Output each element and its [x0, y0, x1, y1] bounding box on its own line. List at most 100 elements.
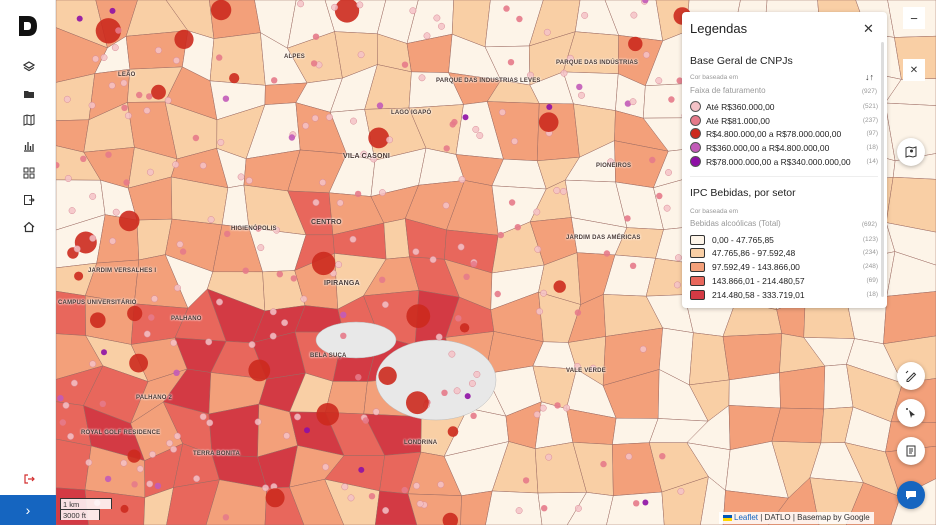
cnpj-point: [129, 353, 148, 373]
cnpj-point: [120, 459, 128, 467]
close-icon[interactable]: ✕: [863, 21, 874, 36]
cnpj-point: [412, 248, 420, 256]
legend-row[interactable]: 214.480,58 - 333.719,01 (18): [690, 288, 878, 301]
cnpj-point: [336, 199, 344, 207]
legend-row[interactable]: R$360.000,00 a R$4.800.000,00 (18): [690, 141, 878, 154]
cnpj-point: [248, 341, 256, 349]
map-icon[interactable]: [22, 113, 36, 127]
cnpj-point: [124, 112, 132, 120]
cnpj-point: [675, 254, 682, 262]
leaflet-link[interactable]: Leaflet: [734, 513, 759, 522]
grid-icon[interactable]: [22, 166, 36, 180]
legend-row[interactable]: R$78.000.000,00 a R$340.000.000,00 (14): [690, 155, 878, 168]
legend-row[interactable]: 0,00 - 47.765,85 (123): [690, 233, 878, 246]
cnpj-point: [154, 482, 162, 490]
cnpj-point: [108, 82, 116, 90]
legend-swatch: [690, 275, 705, 286]
legend-row[interactable]: 97.592,49 - 143.866,00 (248): [690, 260, 878, 273]
scale-ft: 3000 ft: [60, 509, 100, 520]
cnpj-point: [642, 0, 649, 4]
cnpj-point: [312, 199, 320, 206]
cnpj-point: [334, 0, 360, 23]
cnpj-point: [216, 54, 223, 61]
cnpj-point: [111, 44, 119, 52]
cnpj-point: [360, 150, 368, 158]
cnpj-point: [312, 33, 320, 40]
cnpj-point: [89, 234, 97, 242]
neighborhood-label: LEÃO: [118, 72, 136, 78]
export-icon[interactable]: [22, 193, 36, 207]
cnpj-point: [476, 132, 484, 139]
neighborhood-label: CENTRO: [311, 219, 342, 226]
cnpj-point: [573, 362, 581, 370]
cnpj-point: [378, 366, 397, 385]
cnpj-point: [257, 244, 265, 252]
chat-icon[interactable]: [897, 481, 925, 509]
cnpj-point: [468, 380, 476, 387]
folder-icon[interactable]: [22, 87, 36, 101]
cnpj-point: [656, 192, 663, 200]
draw-icon[interactable]: [897, 362, 925, 390]
cnpj-point: [382, 507, 390, 514]
cnpj-point: [143, 330, 151, 338]
cnpj-point: [206, 419, 214, 427]
cnpj-point: [433, 14, 441, 22]
cnpj-point: [554, 402, 561, 409]
legend-row[interactable]: Até R$360.000,00 (521): [690, 100, 878, 113]
cnpj-point: [216, 298, 223, 306]
cnpj-color-basis-label: Cor baseada em: [690, 74, 739, 81]
cnpj-point: [229, 73, 240, 84]
legend-row[interactable]: R$4.800.000,00 a R$78.000.000,00 (97): [690, 127, 878, 140]
map-pin-icon[interactable]: [897, 138, 925, 166]
logout-icon[interactable]: [22, 472, 36, 486]
cnpj-point: [370, 155, 378, 163]
cnpj-point: [95, 18, 122, 44]
cnpj-point: [546, 104, 553, 110]
cnpj-point: [438, 22, 445, 30]
cnpj-point: [624, 100, 632, 107]
cnpj-point: [70, 379, 78, 387]
cnpj-point: [316, 403, 340, 426]
expand-sidebar-button[interactable]: ›: [0, 495, 56, 525]
cnpj-point: [527, 71, 534, 79]
app-logo-icon[interactable]: [17, 14, 39, 38]
legend-row[interactable]: Até R$81.000,00 (237): [690, 114, 878, 127]
sort-icon[interactable]: ↓↑: [865, 72, 874, 82]
legend-scrollbar[interactable]: [881, 42, 884, 297]
cnpj-point: [335, 261, 343, 269]
cnpj-point: [341, 483, 349, 491]
cnpj-point: [368, 127, 390, 149]
legend-swatch: [690, 128, 701, 139]
lake-shape: [375, 339, 497, 421]
cnpj-point: [148, 314, 155, 321]
home-icon[interactable]: [22, 220, 36, 234]
cnpj-point: [255, 225, 262, 232]
cnpj-point: [406, 304, 431, 328]
cnpj-point: [176, 240, 184, 248]
clear-icon[interactable]: ✕: [903, 59, 925, 81]
layers-icon[interactable]: [22, 60, 36, 74]
cnpj-point: [401, 61, 409, 68]
map-canvas[interactable]: VILA CASONI CENTRO IPIRANGA PARQUE DAS I…: [56, 0, 936, 525]
cnpj-point: [300, 295, 308, 303]
cnpj-point: [413, 482, 421, 490]
legend-row[interactable]: 143.866,01 - 214.480,57 (69): [690, 274, 878, 287]
legend-swatch: [690, 261, 705, 272]
cnpj-point: [437, 481, 445, 489]
cnpj-point: [172, 161, 180, 169]
cursor-select-icon[interactable]: [897, 399, 925, 427]
legend-row[interactable]: 47.765,86 - 97.592,48 (234): [690, 246, 878, 259]
cnpj-point: [472, 125, 480, 133]
neighborhood-label: CAMPUS UNIVERSITÁRIO: [58, 300, 137, 306]
bar-chart-icon[interactable]: [22, 139, 36, 153]
cnpj-point: [581, 11, 589, 19]
cnpj-point: [143, 107, 151, 115]
list-icon[interactable]: [897, 437, 925, 465]
cnpj-point: [112, 208, 120, 216]
cnpj-point: [470, 412, 477, 419]
cnpj-point: [283, 432, 291, 440]
zoom-out-button[interactable]: −: [903, 7, 925, 29]
cnpj-point: [59, 419, 66, 426]
sector-polygon: [289, 478, 345, 525]
cnpj-point: [248, 359, 271, 382]
